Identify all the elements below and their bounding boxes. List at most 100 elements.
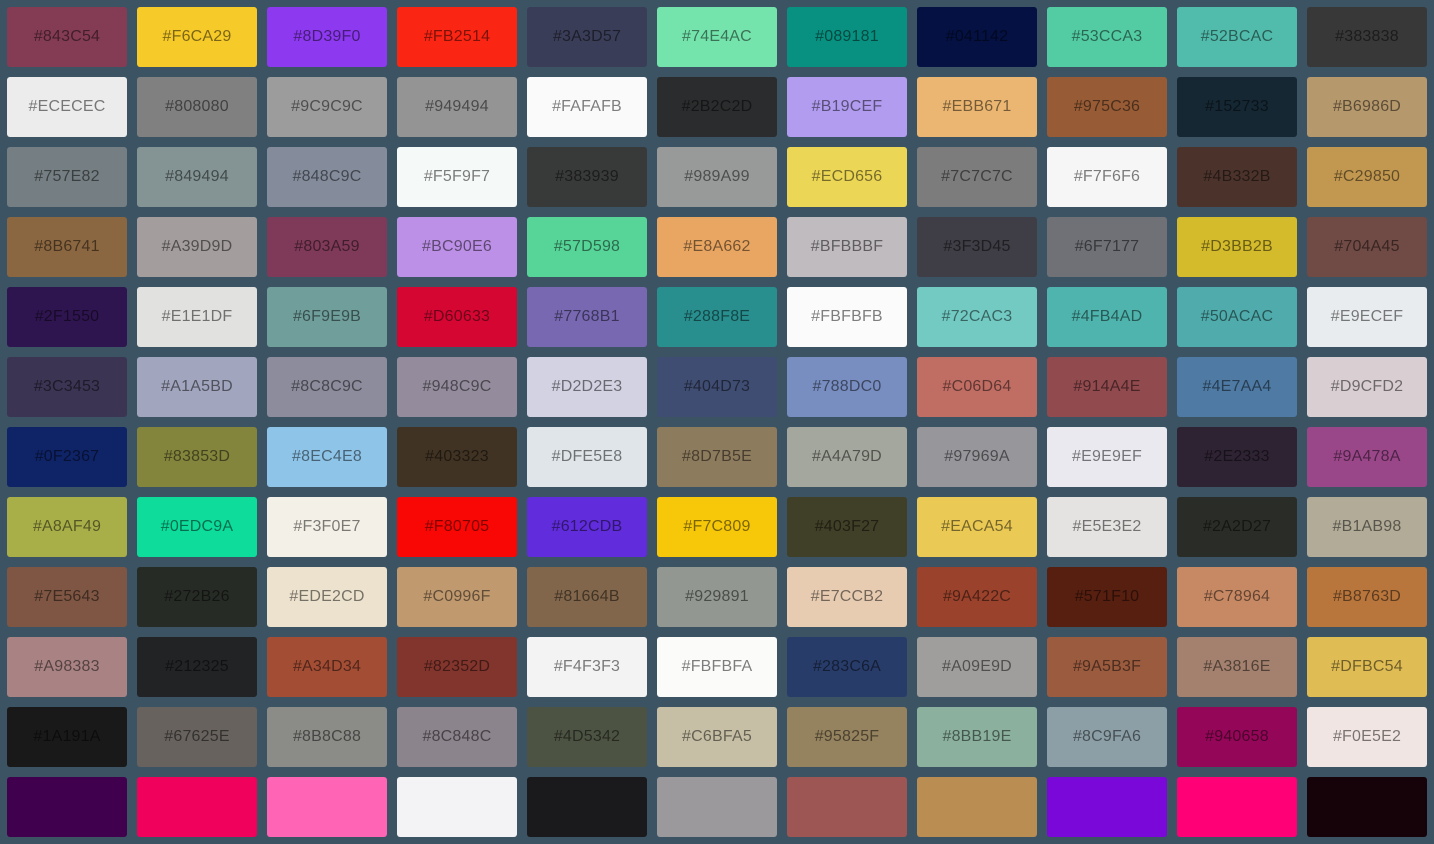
color-swatch[interactable]	[397, 777, 517, 837]
color-swatch[interactable]: #041142	[917, 7, 1037, 67]
color-swatch[interactable]: #8D7B5E	[657, 427, 777, 487]
color-swatch[interactable]: #3F3D45	[917, 217, 1037, 277]
color-swatch[interactable]	[657, 777, 777, 837]
color-swatch[interactable]: #F5F9F7	[397, 147, 517, 207]
color-swatch[interactable]: #0F2367	[7, 427, 127, 487]
color-swatch[interactable]: #A1A5BD	[137, 357, 257, 417]
color-swatch[interactable]: #50ACAC	[1177, 287, 1297, 347]
color-swatch[interactable]: #C29850	[1307, 147, 1427, 207]
color-swatch[interactable]: #8BB19E	[917, 707, 1037, 767]
color-swatch[interactable]: #FBFBFA	[657, 637, 777, 697]
color-swatch[interactable]: #81664B	[527, 567, 647, 627]
color-swatch[interactable]: #929891	[657, 567, 777, 627]
color-swatch[interactable]: #E7CCB2	[787, 567, 907, 627]
color-swatch[interactable]: #FB2514	[397, 7, 517, 67]
color-swatch[interactable]: #8D39F0	[267, 7, 387, 67]
color-swatch[interactable]: #283C6A	[787, 637, 907, 697]
color-swatch[interactable]: #7768B1	[527, 287, 647, 347]
color-swatch[interactable]: #849494	[137, 147, 257, 207]
color-swatch[interactable]: #8C9FA6	[1047, 707, 1167, 767]
color-swatch[interactable]: #788DC0	[787, 357, 907, 417]
color-swatch[interactable]	[267, 777, 387, 837]
color-swatch[interactable]: #F4F3F3	[527, 637, 647, 697]
color-swatch[interactable]: #9A422C	[917, 567, 1037, 627]
color-swatch[interactable]: #7C7C7C	[917, 147, 1037, 207]
color-swatch[interactable]: #288F8E	[657, 287, 777, 347]
color-swatch[interactable]: #C78964	[1177, 567, 1297, 627]
color-swatch[interactable]: #D3BB2B	[1177, 217, 1297, 277]
color-swatch[interactable]: #803A59	[267, 217, 387, 277]
color-swatch[interactable]: #FBFBFB	[787, 287, 907, 347]
color-swatch[interactable]: #E9E9EF	[1047, 427, 1167, 487]
color-swatch[interactable]: #52BCAC	[1177, 7, 1297, 67]
color-swatch[interactable]: #848C9C	[267, 147, 387, 207]
color-swatch[interactable]: #A34D34	[267, 637, 387, 697]
color-swatch[interactable]	[1177, 777, 1297, 837]
color-swatch[interactable]: #57D598	[527, 217, 647, 277]
color-swatch[interactable]: #F3F0E7	[267, 497, 387, 557]
color-swatch[interactable]: #403F27	[787, 497, 907, 557]
color-swatch[interactable]: #9A5B3F	[1047, 637, 1167, 697]
color-swatch[interactable]: #A09E9D	[917, 637, 1037, 697]
color-swatch[interactable]: #F7C809	[657, 497, 777, 557]
color-swatch[interactable]: #EDE2CD	[267, 567, 387, 627]
color-swatch[interactable]: #EACA54	[917, 497, 1037, 557]
color-swatch[interactable]: #704A45	[1307, 217, 1427, 277]
color-swatch[interactable]: #2B2C2D	[657, 77, 777, 137]
color-swatch[interactable]: #0EDC9A	[137, 497, 257, 557]
color-swatch[interactable]	[1307, 777, 1427, 837]
color-swatch[interactable]: #949494	[397, 77, 517, 137]
color-swatch[interactable]: #BFBBBF	[787, 217, 907, 277]
color-swatch[interactable]: #2F1550	[7, 287, 127, 347]
color-swatch[interactable]: #DFBC54	[1307, 637, 1427, 697]
color-swatch[interactable]: #82352D	[397, 637, 517, 697]
color-swatch[interactable]: #C06D64	[917, 357, 1037, 417]
color-swatch[interactable]: #9A478A	[1307, 427, 1427, 487]
color-swatch[interactable]: #4E7AA4	[1177, 357, 1297, 417]
color-swatch[interactable]: #2E2333	[1177, 427, 1297, 487]
color-swatch[interactable]: #B1AB98	[1307, 497, 1427, 557]
color-swatch[interactable]: #7E5643	[7, 567, 127, 627]
color-swatch[interactable]: #E5E3E2	[1047, 497, 1167, 557]
color-swatch[interactable]: #F0E5E2	[1307, 707, 1427, 767]
color-swatch[interactable]: #EBB671	[917, 77, 1037, 137]
color-swatch[interactable]: #757E82	[7, 147, 127, 207]
color-swatch[interactable]: #8C848C	[397, 707, 517, 767]
color-swatch[interactable]: #D9CFD2	[1307, 357, 1427, 417]
color-swatch[interactable]: #DFE5E8	[527, 427, 647, 487]
color-swatch[interactable]: #53CCA3	[1047, 7, 1167, 67]
color-swatch[interactable]: #C6BFA5	[657, 707, 777, 767]
color-swatch[interactable]: #D60633	[397, 287, 517, 347]
color-swatch[interactable]: #8B8C88	[267, 707, 387, 767]
color-swatch[interactable]: #D2D2E3	[527, 357, 647, 417]
color-swatch[interactable]: #383939	[527, 147, 647, 207]
color-swatch[interactable]: #948C9C	[397, 357, 517, 417]
color-swatch[interactable]: #914A4E	[1047, 357, 1167, 417]
color-swatch[interactable]: #940658	[1177, 707, 1297, 767]
color-swatch[interactable]: #F7F6F6	[1047, 147, 1167, 207]
color-swatch[interactable]: #843C54	[7, 7, 127, 67]
color-swatch[interactable]: #B19CEF	[787, 77, 907, 137]
color-swatch[interactable]: #8EC4E8	[267, 427, 387, 487]
color-swatch[interactable]: #BC90E6	[397, 217, 517, 277]
color-swatch[interactable]: #9C9C9C	[267, 77, 387, 137]
color-swatch[interactable]: #571F10	[1047, 567, 1167, 627]
color-swatch[interactable]: #E9ECEF	[1307, 287, 1427, 347]
color-swatch[interactable]: #089181	[787, 7, 907, 67]
color-swatch[interactable]: #6F9E9B	[267, 287, 387, 347]
color-swatch[interactable]: #B8763D	[1307, 567, 1427, 627]
color-swatch[interactable]: #97969A	[917, 427, 1037, 487]
color-swatch[interactable]: #C0996F	[397, 567, 517, 627]
color-swatch[interactable]: #1A191A	[7, 707, 127, 767]
color-swatch[interactable]: #E8A662	[657, 217, 777, 277]
color-swatch[interactable]: #4D5342	[527, 707, 647, 767]
color-swatch[interactable]: #67625E	[137, 707, 257, 767]
color-swatch[interactable]	[917, 777, 1037, 837]
color-swatch[interactable]: #95825F	[787, 707, 907, 767]
color-swatch[interactable]: #383838	[1307, 7, 1427, 67]
color-swatch[interactable]: #6F7177	[1047, 217, 1167, 277]
color-swatch[interactable]: #A39D9D	[137, 217, 257, 277]
color-swatch[interactable]: #3C3453	[7, 357, 127, 417]
color-swatch[interactable]: #74E4AC	[657, 7, 777, 67]
color-swatch[interactable]: #F6CA29	[137, 7, 257, 67]
